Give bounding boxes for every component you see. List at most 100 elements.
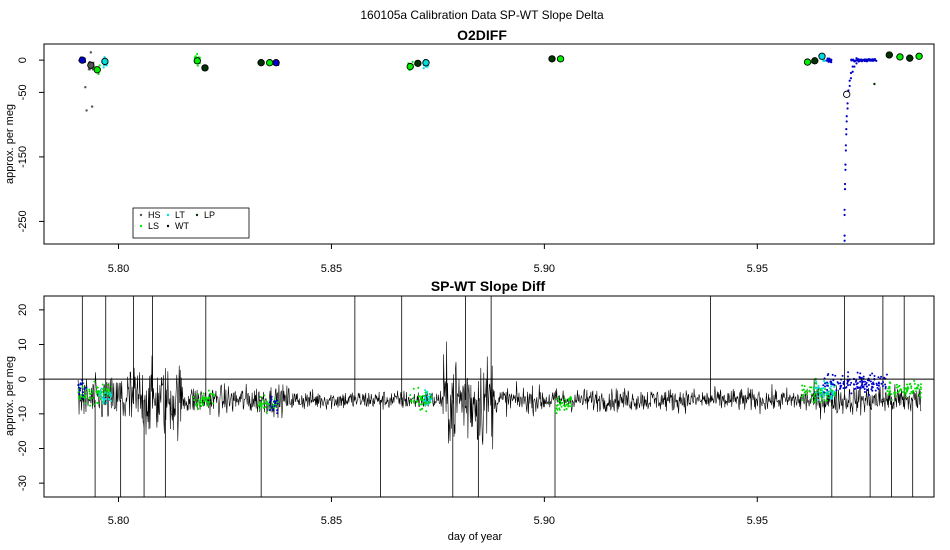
slope-diff-cal-point (824, 382, 827, 385)
slope-diff-cal-point (417, 386, 420, 389)
slope-diff-cal-point (207, 389, 210, 392)
slope-diff-cal-point (108, 388, 111, 391)
slope-diff-cal-point (416, 400, 419, 403)
p2-y-tick-label: -30 (17, 475, 29, 491)
slope-diff-cal-point (421, 399, 424, 402)
slope-diff-cal-point (801, 399, 804, 402)
panel-slope-diff-frame (43, 295, 935, 498)
panel-o2diff-ylabel: approx. per meg (4, 104, 16, 184)
slope-diff-cal-point (885, 373, 888, 376)
slope-diff-cal-point (832, 392, 835, 395)
slope-diff-cal-point (419, 403, 422, 406)
slope-diff-cal-point (558, 407, 561, 410)
o2diff-mean-marker (818, 52, 826, 60)
slope-diff-cal-point (842, 383, 845, 386)
slope-diff-cal-point (805, 393, 808, 396)
slope-diff-cal-point (887, 394, 890, 397)
slope-diff-cal-point (96, 386, 99, 389)
slope-diff-cal-point (269, 401, 272, 404)
o2diff-dip-point (855, 57, 858, 60)
slope-diff-cal-point (875, 382, 878, 385)
slope-diff-cal-point (901, 391, 904, 394)
o2diff-dip-point (843, 234, 846, 237)
p2-y-tick-label: -20 (17, 441, 29, 457)
slope-diff-cal-point (841, 374, 844, 377)
slope-diff-cal-point (877, 376, 880, 379)
slope-diff-cal-point (809, 390, 812, 393)
o2diff-point (97, 72, 100, 76)
panel-o2diff: O2DIFF 0 -50 -150 -250 5.80 5.85 5.90 5.95 app… (4, 27, 935, 275)
slope-diff-cal-point (568, 397, 571, 400)
slope-diff-cal-point (192, 395, 195, 398)
slope-diff-cal-point (819, 401, 822, 404)
o2diff-mean-marker (915, 52, 923, 60)
slope-diff-cal-point (917, 384, 920, 387)
slope-diff-cal-point (265, 400, 268, 403)
slope-diff-cal-point (78, 392, 81, 395)
slope-diff-cal-point (107, 397, 110, 400)
slope-diff-cal-point (570, 397, 573, 400)
slope-diff-cal-point (103, 395, 106, 398)
slope-diff-cal-point (272, 404, 275, 407)
p2-x-tick-label: 5.95 (747, 515, 768, 527)
slope-diff-cal-point (825, 393, 828, 396)
slope-diff-cal-point (819, 388, 822, 391)
slope-diff-cal-point (842, 380, 845, 383)
slope-diff-cal-point (412, 387, 415, 390)
o2diff-dip-point (848, 84, 851, 88)
slope-diff-cal-point (895, 386, 898, 389)
slope-diff-cal-point (88, 396, 91, 399)
slope-diff-cal-point (106, 383, 109, 386)
slope-diff-cal-point (830, 396, 833, 399)
slope-diff-cal-point (871, 372, 874, 375)
slope-diff-cal-point (831, 391, 834, 394)
p2-y-tick-label: -10 (17, 406, 29, 422)
slope-diff-cal-point (198, 403, 201, 406)
slope-diff-cal-point (554, 409, 557, 412)
slope-diff-cal-point (203, 397, 206, 400)
slope-diff-cal-point (819, 393, 822, 396)
slope-diff-cal-point (429, 393, 432, 396)
slope-diff-cal-point (424, 389, 427, 392)
o2diff-dip-point (843, 239, 846, 242)
o2diff-dip-point (853, 65, 856, 68)
slope-diff-cal-point (79, 382, 82, 385)
slope-diff-cal-point (860, 384, 863, 387)
slope-diff-cal-point (103, 399, 106, 402)
slope-diff-cal-point (413, 401, 416, 404)
o2diff-point (827, 59, 830, 62)
slope-diff-cal-point (262, 399, 265, 402)
slope-diff-cal-point (78, 386, 81, 389)
o2diff-point (875, 59, 878, 62)
o2diff-dip-point (855, 62, 858, 65)
slope-diff-cal-point (871, 389, 874, 392)
slope-diff-cal-point (103, 398, 106, 401)
slope-diff-cal-point (422, 395, 425, 398)
slope-diff-cal-point (826, 381, 829, 384)
slope-diff-cal-point (274, 400, 277, 403)
slope-diff-cal-point (105, 401, 108, 404)
slope-diff-cal-point (920, 383, 923, 386)
slope-diff-cal-point (110, 399, 113, 402)
o2diff-mean-marker (93, 66, 101, 74)
slope-diff-cal-point (832, 379, 835, 382)
panel-slope-diff-y-axis: 20 10 0 -10 -20 -30 (17, 304, 44, 491)
o2diff-point (828, 57, 831, 60)
slope-diff-cal-point (870, 388, 873, 391)
slope-diff-cal-point (877, 381, 880, 384)
o2diff-mean-marker (193, 57, 201, 65)
o2diff-mean-marker (803, 58, 812, 66)
panel-slope-diff-points (77, 371, 923, 415)
o2diff-mean-marker (101, 57, 109, 66)
slope-diff-cal-point (863, 388, 866, 391)
slope-diff-cal-point (802, 388, 805, 391)
slope-diff-cal-point (869, 380, 872, 383)
slope-diff-cal-point (831, 373, 834, 376)
o2diff-dip-point (848, 79, 851, 82)
slope-diff-cal-point (106, 392, 109, 395)
slope-diff-cal-point (563, 398, 566, 401)
slope-diff-cal-point (259, 396, 262, 399)
legend-box (132, 207, 250, 239)
o2diff-point (98, 64, 101, 67)
